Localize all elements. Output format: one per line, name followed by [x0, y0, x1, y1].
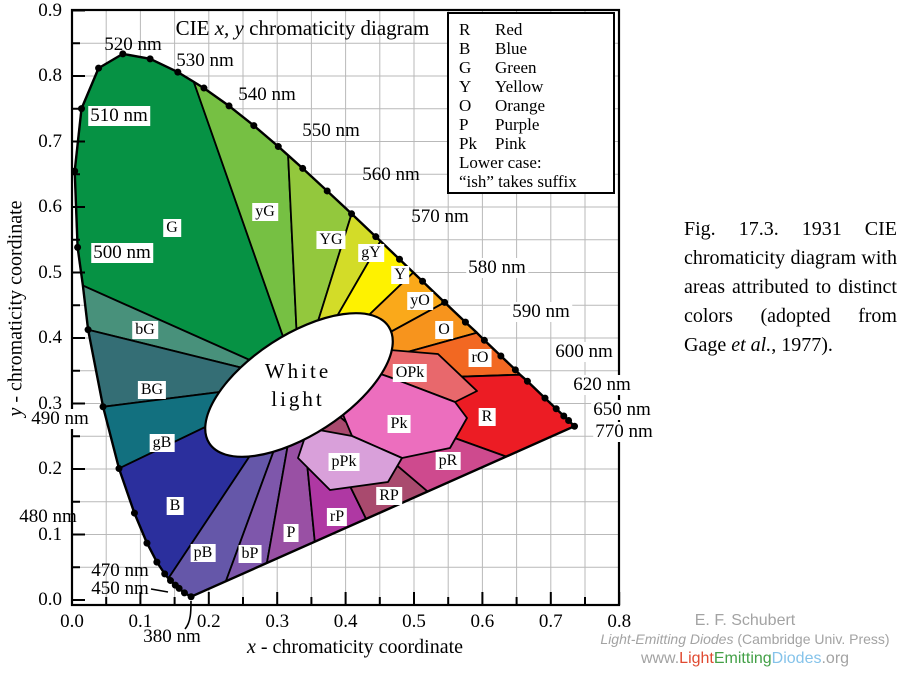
- dot-650nm: [565, 417, 573, 425]
- legend-box: R Red B Blue G Green Y Yellow O Orange P Purple Pk Pi…: [447, 12, 615, 194]
- dot-590nm: [461, 318, 469, 326]
- dot-525nm: [146, 55, 154, 63]
- dot-475nm: [143, 539, 151, 547]
- dot-580nm: [419, 277, 427, 285]
- dot-605nm: [511, 366, 519, 374]
- dot-575nm: [395, 255, 403, 263]
- legend-row-O: O Orange: [459, 96, 609, 115]
- x-axis-title-rest: - chromaticity coordinate: [255, 636, 464, 658]
- caption-post: , 1977).: [771, 334, 833, 356]
- dot-500nm: [74, 243, 82, 251]
- dot-770nm: [571, 422, 579, 430]
- y-axis-title-rest: - chromaticity coordinate: [4, 200, 27, 408]
- dot-455nm: [171, 581, 179, 589]
- legend-name: Purple: [495, 115, 540, 134]
- dot-510nm: [78, 105, 86, 113]
- credits-block: E. F. Schubert Light-Emitting Diodes (Ca…: [592, 611, 898, 668]
- legend-abbr: Y: [459, 77, 472, 96]
- dot-595nm: [480, 336, 488, 344]
- legend-name: Yellow: [495, 77, 544, 96]
- dot-380nm: [187, 593, 195, 601]
- dot-540nm: [225, 102, 233, 110]
- legend-abbr: B: [459, 39, 471, 58]
- dot-630nm: [552, 405, 560, 413]
- plot-title: CIE x, y chromaticity diagram: [145, 16, 460, 41]
- legend-note-line1: Lower case:: [459, 153, 542, 172]
- dot-440nm: [180, 589, 188, 597]
- dot-515nm: [95, 64, 103, 72]
- wavelength-dots: [71, 50, 579, 601]
- dot-550nm: [274, 143, 282, 151]
- dot-490nm: [99, 403, 107, 411]
- figure-caption: Fig. 17.3. 1931 CIE chromaticity diagram…: [684, 215, 897, 360]
- dot-535nm: [200, 84, 208, 92]
- credit-url: www.LightEmittingDiodes.org: [592, 649, 898, 668]
- credit-url-light: Light: [679, 650, 714, 667]
- caption-pre: Fig. 17.3. 1931 CIE chromaticity diagram…: [684, 218, 897, 356]
- legend-name: Blue: [495, 39, 528, 58]
- dot-520nm: [119, 50, 127, 58]
- dot-495nm: [84, 326, 92, 334]
- dot-480nm: [130, 509, 138, 517]
- legend-name: Orange: [495, 96, 546, 115]
- dot-545nm: [250, 122, 258, 130]
- dot-470nm: [153, 558, 161, 566]
- dot-460nm: [166, 577, 174, 585]
- credit-author: E. F. Schubert: [694, 612, 796, 629]
- legend-abbr: O: [459, 96, 472, 115]
- legend-abbr: R: [459, 20, 471, 39]
- dot-560nm: [323, 187, 331, 195]
- legend-name: Red: [495, 20, 523, 39]
- dot-610nm: [523, 377, 531, 385]
- dot-555nm: [299, 164, 307, 172]
- legend-row-R: R Red: [459, 20, 609, 39]
- legend-row-Pk: Pk Pink: [459, 134, 609, 153]
- white-light-ellipse: [204, 312, 394, 458]
- credit-url-emitting: Emitting: [713, 650, 772, 667]
- dot-565nm: [348, 210, 356, 218]
- y-axis-title: y - chromaticity coordinate: [5, 159, 28, 459]
- caption-italic: et al.: [731, 334, 772, 356]
- white-light-label: White light: [264, 359, 332, 411]
- x-axis-title-italic: x: [246, 636, 256, 658]
- dot-600nm: [497, 352, 505, 360]
- dot-485nm: [115, 465, 123, 473]
- credit-book-title: Light-Emitting Diodes: [600, 631, 734, 647]
- leader-380nm: [184, 600, 192, 630]
- plot-title-post: chromaticity diagram: [243, 16, 430, 40]
- legend-note-line2: “ish” takes suffix: [459, 172, 577, 191]
- credit-url-org: .org: [821, 650, 850, 667]
- legend-abbr: P: [459, 115, 469, 134]
- legend-row-B: B Blue: [459, 39, 609, 58]
- legend-abbr: G: [459, 58, 472, 77]
- legend-name: Green: [495, 58, 537, 77]
- legend-row-P: P Purple: [459, 115, 609, 134]
- dot-570nm: [372, 233, 380, 241]
- legend-rows: R Red B Blue G Green Y Yellow O Orange P Purple Pk Pi…: [459, 20, 609, 153]
- y-axis-title-italic: y: [4, 407, 27, 417]
- dot-465nm: [161, 570, 169, 578]
- plot-title-italic: x, y: [214, 16, 244, 40]
- x-axis-title: x - chromaticity coordinate: [215, 636, 495, 659]
- dot-620nm: [541, 394, 549, 402]
- dot-530nm: [174, 68, 182, 76]
- legend-name: Pink: [495, 134, 527, 153]
- axis-ticks: [71, 9, 621, 605]
- credit-url-www: www.: [640, 650, 680, 667]
- leader-450nm: [150, 588, 169, 593]
- legend-abbr: Pk: [459, 134, 477, 153]
- dot-640nm: [560, 412, 568, 420]
- credit-url-diodes: Diodes: [771, 650, 822, 667]
- plot-title-pre: CIE: [175, 16, 215, 40]
- legend-row-Y: Y Yellow: [459, 77, 609, 96]
- credit-book: Light-Emitting Diodes (Cambridge Univ. P…: [592, 630, 898, 649]
- legend-row-G: G Green: [459, 58, 609, 77]
- dot-585nm: [441, 298, 449, 306]
- credit-book-publisher: (Cambridge Univ. Press): [733, 631, 890, 647]
